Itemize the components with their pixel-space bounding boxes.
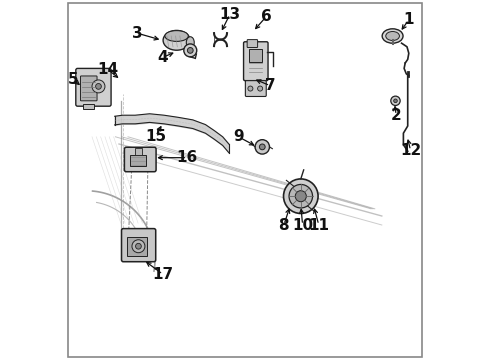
- Circle shape: [284, 179, 318, 213]
- Circle shape: [255, 140, 270, 154]
- Circle shape: [391, 96, 400, 105]
- Circle shape: [187, 48, 193, 53]
- Ellipse shape: [382, 29, 403, 43]
- Circle shape: [295, 191, 306, 202]
- Text: 16: 16: [177, 150, 198, 165]
- Text: 7: 7: [265, 78, 275, 93]
- Text: 6: 6: [261, 9, 272, 24]
- Ellipse shape: [386, 31, 399, 40]
- Circle shape: [393, 99, 397, 103]
- FancyBboxPatch shape: [124, 147, 156, 172]
- Circle shape: [259, 144, 265, 150]
- Circle shape: [289, 184, 313, 208]
- Ellipse shape: [163, 31, 190, 50]
- Bar: [130, 155, 146, 166]
- Text: 4: 4: [157, 50, 168, 65]
- Circle shape: [248, 86, 253, 91]
- Polygon shape: [83, 104, 94, 109]
- Text: 2: 2: [391, 108, 402, 123]
- Text: 17: 17: [152, 267, 173, 282]
- Text: 3: 3: [132, 26, 142, 41]
- Ellipse shape: [165, 31, 188, 41]
- FancyBboxPatch shape: [122, 229, 156, 262]
- Bar: [248, 49, 262, 62]
- Circle shape: [92, 80, 105, 93]
- FancyBboxPatch shape: [244, 42, 268, 81]
- Ellipse shape: [186, 37, 194, 48]
- Text: 8: 8: [279, 217, 289, 233]
- FancyBboxPatch shape: [80, 76, 97, 101]
- Circle shape: [184, 44, 197, 57]
- Circle shape: [258, 86, 263, 91]
- Text: 11: 11: [308, 217, 329, 233]
- Text: 9: 9: [233, 129, 244, 144]
- Text: 1: 1: [404, 12, 414, 27]
- Text: 13: 13: [220, 7, 241, 22]
- Text: 12: 12: [400, 143, 421, 158]
- FancyBboxPatch shape: [247, 40, 258, 48]
- Bar: [127, 237, 147, 256]
- Text: 10: 10: [292, 217, 313, 233]
- Text: 14: 14: [97, 62, 118, 77]
- FancyBboxPatch shape: [76, 68, 111, 106]
- Bar: [135, 148, 143, 155]
- Circle shape: [136, 243, 141, 249]
- Text: 5: 5: [68, 72, 78, 87]
- Circle shape: [96, 84, 101, 89]
- Text: 15: 15: [145, 129, 166, 144]
- Circle shape: [132, 240, 145, 253]
- FancyBboxPatch shape: [245, 81, 266, 96]
